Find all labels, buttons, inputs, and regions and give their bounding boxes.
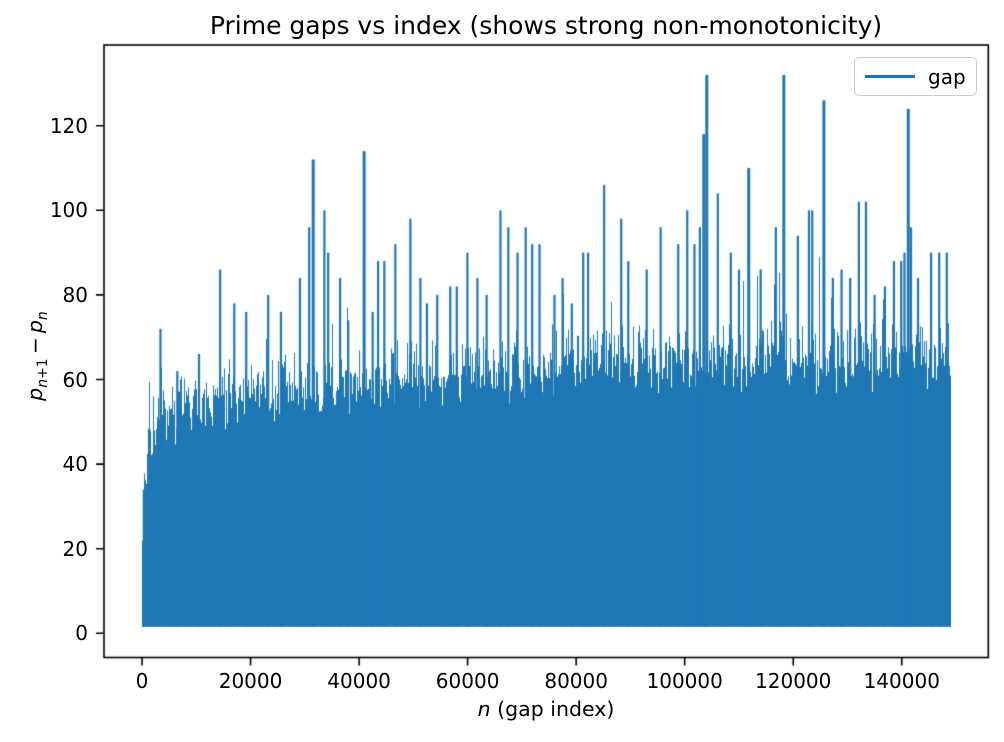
x-tick-label: 0 — [135, 669, 149, 693]
chart-title: Prime gaps vs index (shows strong non-mo… — [209, 11, 883, 40]
y-tick-label: 0 — [75, 621, 88, 646]
x-tick-label: 20000 — [218, 669, 283, 693]
legend-line-sample-icon — [865, 74, 915, 79]
y-tick-label: 80 — [62, 282, 88, 307]
y-tick-label: 120 — [49, 113, 88, 138]
legend-label: gap — [928, 64, 966, 89]
x-axis-label: n (gap index) — [477, 697, 615, 721]
x-tick-label: 120000 — [755, 669, 832, 693]
x-tick-label: 60000 — [435, 669, 500, 693]
y-tick-label: 60 — [62, 367, 88, 392]
legend: gap — [854, 57, 977, 96]
y-tick-label: 40 — [62, 452, 88, 477]
x-tick-label: 100000 — [646, 669, 723, 693]
x-tick-label: 40000 — [327, 669, 391, 693]
y-tick-label: 20 — [62, 536, 88, 561]
y-tick-label: 100 — [49, 198, 88, 223]
x-tick-label: 140000 — [863, 669, 940, 693]
x-tick-label: 80000 — [544, 669, 608, 693]
